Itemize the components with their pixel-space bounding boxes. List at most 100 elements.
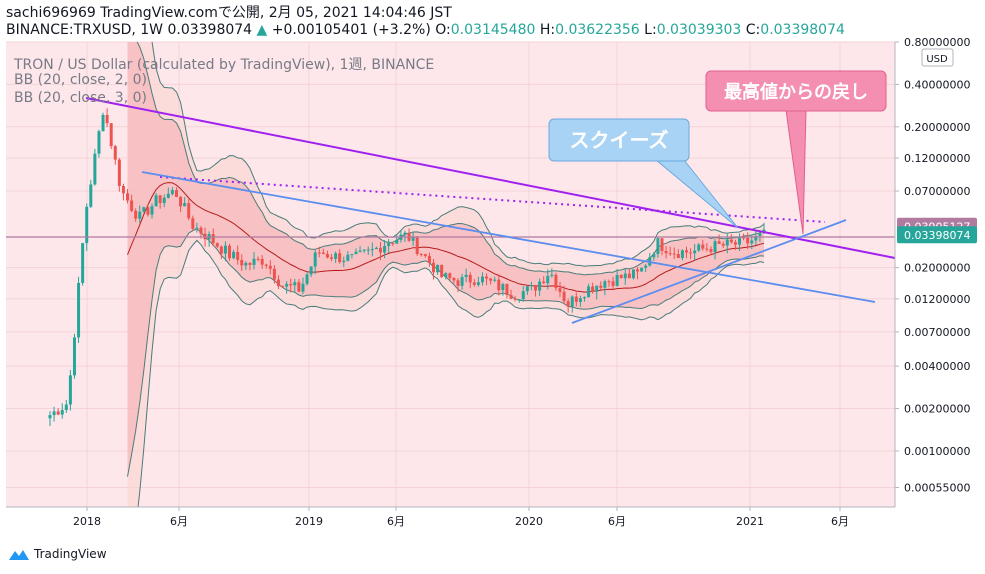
time-tick-label: 6月 — [387, 515, 405, 528]
candle-body — [362, 249, 366, 251]
candle-body — [60, 410, 64, 415]
candle-body — [607, 281, 611, 283]
candle-body — [142, 207, 146, 212]
candle-body — [460, 277, 464, 286]
squeeze-text: スクイーズ — [570, 128, 669, 152]
candle-body — [513, 298, 517, 300]
price-tick-label: 0.00400000 — [904, 360, 970, 373]
candle-body — [750, 240, 754, 244]
candle-body — [444, 273, 448, 277]
candle-body — [436, 264, 440, 273]
candle-body — [248, 262, 252, 265]
candle-body — [301, 283, 305, 292]
candle-body — [260, 258, 264, 265]
open-label: O: — [435, 22, 451, 38]
price-tick-label: 0.12000000 — [904, 152, 970, 165]
candle-body — [415, 236, 419, 255]
candle-body — [668, 253, 672, 255]
candle-body — [717, 241, 721, 244]
price-tick-label: 0.20000000 — [904, 121, 970, 134]
close-value: 0.03398074 — [760, 22, 845, 38]
time-tick-label: 2020 — [515, 515, 543, 528]
candle-body — [374, 247, 378, 250]
last-price-label: 0.03398074 — [904, 229, 970, 242]
candle-body — [574, 296, 578, 302]
change-value: +0.00105401 (+3.2%) — [271, 22, 431, 38]
price-tick-label: 0.00200000 — [904, 403, 970, 416]
time-tick-label: 2018 — [73, 515, 101, 528]
candle-body — [476, 282, 480, 285]
candle-body — [252, 258, 256, 265]
candle-body — [223, 245, 227, 254]
price-axis[interactable]: 0.80000000 0.40000000 0.20000000 0.12000000… — [6, 36, 977, 508]
candle-body — [534, 285, 538, 291]
candle-body — [378, 247, 382, 253]
candle-body — [440, 264, 444, 278]
candle-body — [256, 258, 260, 260]
candle-body — [542, 281, 546, 284]
candle-body — [709, 249, 713, 253]
candle-body — [636, 269, 640, 272]
candle-body — [480, 276, 484, 283]
candle-body — [52, 411, 56, 416]
candle-body — [693, 250, 697, 254]
candle-body — [582, 297, 586, 299]
candle-body — [56, 411, 60, 415]
candle-body — [48, 415, 52, 419]
candle-body — [505, 284, 509, 295]
candle-body — [680, 250, 684, 258]
time-tick-label: 6月 — [170, 515, 188, 528]
candle-body — [321, 252, 325, 254]
candle-body — [330, 257, 334, 259]
candle-body — [472, 282, 476, 285]
candle-body — [289, 283, 293, 286]
candle-body — [452, 277, 456, 281]
candle-body — [264, 264, 268, 266]
candle-body — [272, 268, 276, 280]
candle-body — [97, 131, 101, 154]
candle-body — [244, 262, 248, 266]
candle-body — [423, 254, 427, 256]
candle-body — [195, 227, 199, 229]
candle-body — [64, 404, 68, 411]
candle-body — [521, 291, 525, 300]
candle-body — [158, 195, 162, 204]
symbol-legend: TRON / US Dollar (calculated by TradingV… — [14, 57, 435, 73]
chart-header: sachi696969 TradingView.comで公開, 2月 05, 2… — [6, 5, 845, 39]
candle-body — [587, 286, 591, 298]
candle-body — [754, 235, 758, 241]
bb3-upper — [151, 42, 765, 267]
candle-body — [464, 274, 468, 278]
candle-body — [627, 273, 631, 279]
candle-body — [595, 285, 599, 292]
candle-body — [758, 233, 762, 236]
candle-body — [121, 185, 125, 194]
candle-body — [578, 298, 582, 302]
bb1-legend[interactable]: BB (20, close, 2, 0) — [14, 72, 147, 88]
candle-body — [191, 218, 195, 229]
time-axis[interactable]: 2018 6月 2019 6月 2020 6月 2021 6月 — [73, 507, 849, 528]
candle-body — [615, 275, 619, 286]
candle-body — [664, 250, 668, 254]
bb3-lower — [137, 239, 765, 507]
candle-body — [419, 254, 423, 256]
candle-body — [383, 246, 387, 253]
currency-label: USD — [926, 54, 948, 65]
candle-body — [689, 252, 693, 254]
candle-body — [591, 286, 595, 292]
candle-body — [232, 251, 236, 259]
candle-body — [558, 288, 562, 292]
candle-body — [105, 114, 109, 124]
footer: TradingView — [8, 547, 107, 561]
candle-body — [117, 159, 121, 186]
candle-body — [562, 291, 566, 302]
candle-body — [174, 190, 178, 197]
candle-body — [517, 299, 521, 301]
bb2-legend[interactable]: BB (20, close, 3, 0) — [14, 90, 147, 106]
candle-body — [170, 190, 174, 194]
bb-basis — [127, 182, 765, 293]
candle-body — [391, 243, 395, 245]
candle-body — [411, 236, 415, 241]
pullback-text: 最高値からの戻し — [724, 81, 868, 103]
